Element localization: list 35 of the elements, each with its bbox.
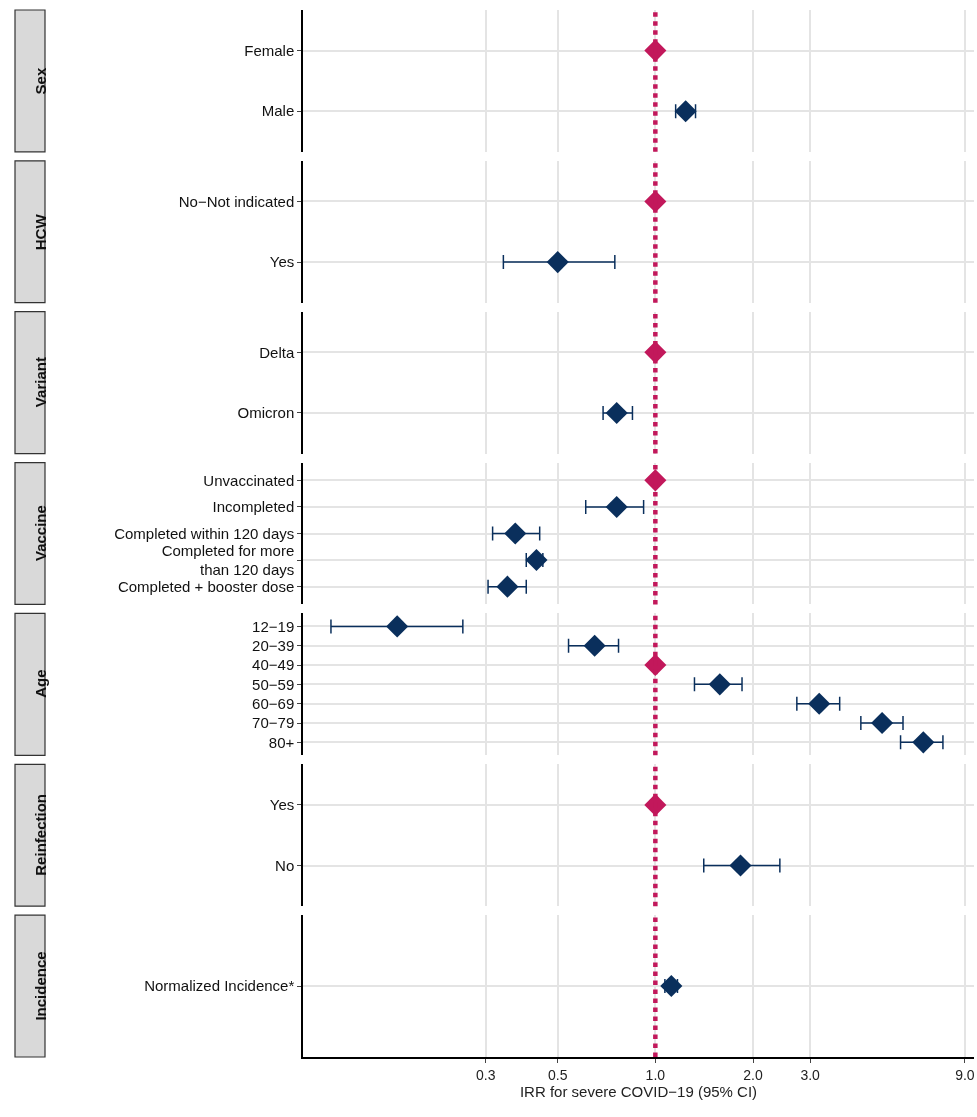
y-axis-title: Variant bbox=[31, 357, 49, 408]
x-tick-label: 2.0 bbox=[743, 1066, 763, 1083]
y-tick-label: 40−49 bbox=[252, 656, 295, 674]
y-axis-title: Age bbox=[32, 669, 50, 698]
x-tick-label: 9.0 bbox=[955, 1066, 975, 1083]
y-tick-label: Normalized Incidence* bbox=[144, 977, 295, 995]
x-tick-label: 3.0 bbox=[800, 1066, 821, 1083]
y-tick-label: Completed within 120 days bbox=[114, 524, 295, 542]
y-tick-label: 70−79 bbox=[252, 714, 295, 732]
y-tick-label: 12−19 bbox=[252, 617, 295, 635]
y-tick-label: Omicron bbox=[237, 404, 295, 422]
y-tick-label: 20−39 bbox=[252, 636, 295, 654]
y-axis-title: Vaccine bbox=[32, 505, 49, 561]
y-tick-label: No bbox=[275, 856, 295, 874]
y-tick-label: 80+ bbox=[268, 733, 295, 751]
y-tick-label: Unvaccinated bbox=[203, 471, 295, 489]
y-axis-title: Reinfection bbox=[32, 794, 50, 876]
y-tick-label: Yes bbox=[269, 796, 295, 814]
y-tick-label: Incompleted bbox=[212, 498, 295, 516]
y-tick-label: 50−59 bbox=[252, 675, 295, 693]
x-axis-title: IRR for severe COVID−19 (95% CI) bbox=[519, 1082, 758, 1100]
y-tick-label: Delta bbox=[259, 343, 295, 361]
y-axis-title: HCW bbox=[31, 213, 49, 251]
x-tick-label: 0.3 bbox=[476, 1066, 496, 1083]
y-tick-label: Completed for more than 120 days bbox=[161, 541, 295, 579]
x-tick-label: 1.0 bbox=[645, 1066, 666, 1083]
y-axis-title: Incidence bbox=[32, 951, 50, 1021]
y-tick-label: Male bbox=[261, 102, 295, 120]
y-tick-label: Female bbox=[244, 41, 295, 59]
y-tick-label: 60−69 bbox=[252, 694, 295, 712]
y-axis-title: Sex bbox=[31, 67, 49, 95]
x-tick-label: 0.5 bbox=[547, 1066, 568, 1083]
y-tick-label: Completed + booster dose bbox=[117, 577, 295, 595]
y-tick-label: Yes bbox=[269, 253, 295, 271]
y-tick-label: No−Not indicated bbox=[178, 192, 295, 210]
